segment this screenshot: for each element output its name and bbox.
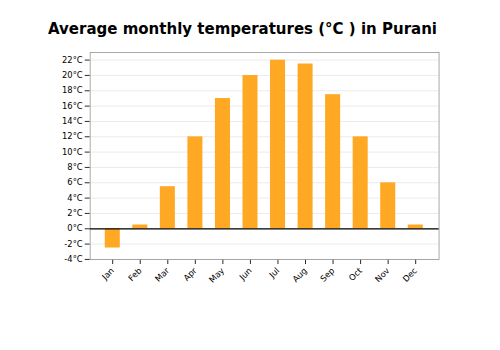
svg-text:Nov: Nov [373,265,392,284]
svg-text:-2°C: -2°C [64,239,82,249]
svg-text:0°C: 0°C [67,223,82,233]
svg-text:4°C: 4°C [67,193,82,203]
svg-text:May: May [207,265,226,284]
svg-text:8°C: 8°C [67,162,82,172]
svg-text:Dec: Dec [401,265,420,284]
svg-text:14°C: 14°C [62,116,83,126]
svg-text:2°C: 2°C [67,208,82,218]
svg-text:20°C: 20°C [62,70,83,80]
svg-text:10°C: 10°C [62,147,83,157]
svg-text:22°C: 22°C [62,55,83,65]
svg-text:Feb: Feb [126,266,144,284]
svg-text:Sep: Sep [318,266,336,284]
svg-text:Oct: Oct [347,265,365,283]
svg-text:-4°C: -4°C [64,254,82,264]
svg-text:Apr: Apr [181,265,199,283]
html-text:Average monthly temperatures (: Average monthly temperatures (°C ) in Pu… [48,20,437,38]
svg-text:Jun: Jun [237,266,254,283]
svg-text:Aug: Aug [290,266,309,285]
svg-text:6°C: 6°C [67,177,82,187]
svg-text:18°C: 18°C [62,85,83,95]
svg-text:Jan: Jan [99,266,116,283]
svg-text:16°C: 16°C [62,101,83,111]
svg-text:12°C: 12°C [62,131,83,141]
svg-text:Jul: Jul [266,266,281,281]
svg-text:Mar: Mar [153,265,172,284]
